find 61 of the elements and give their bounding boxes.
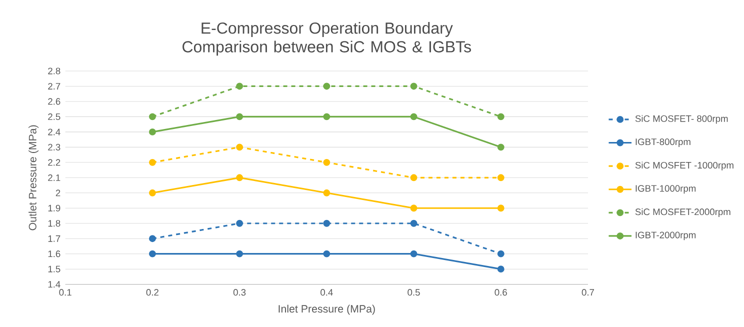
x-tick-label: 0.2 bbox=[146, 289, 158, 296]
y-tick-label: 2.3 bbox=[48, 144, 60, 150]
y-tick-label: 1.4 bbox=[48, 281, 60, 288]
point bbox=[148, 235, 156, 242]
point bbox=[236, 174, 244, 182]
point bbox=[497, 266, 504, 273]
point bbox=[497, 174, 504, 182]
point bbox=[236, 250, 244, 258]
legend-label: IGBT-800rpm bbox=[636, 138, 690, 147]
x-tick-label: 0.6 bbox=[494, 289, 507, 296]
point bbox=[236, 220, 244, 227]
legend-label: SiC MOSFET-2000rpm bbox=[635, 208, 730, 218]
point bbox=[148, 128, 156, 136]
y-tick-label: 2.5 bbox=[48, 113, 60, 120]
legend-label: IGBT-1000rpm bbox=[636, 185, 696, 194]
y-tick-label: 1.9 bbox=[48, 204, 60, 212]
x-tick-label: 0.7 bbox=[582, 289, 594, 296]
x-tick-label: 0.3 bbox=[233, 289, 246, 296]
y-tick-label: 1.6 bbox=[48, 250, 60, 258]
y-tick-label: 1.5 bbox=[48, 266, 60, 272]
point bbox=[323, 82, 330, 90]
point bbox=[410, 250, 418, 258]
point bbox=[497, 144, 504, 151]
point bbox=[410, 220, 418, 227]
point bbox=[497, 204, 504, 212]
x-axis-title: Inlet Pressure (MPa) bbox=[278, 304, 375, 315]
y-tick-label: 2.1 bbox=[48, 174, 60, 181]
point bbox=[497, 113, 504, 120]
point bbox=[148, 113, 156, 120]
point bbox=[236, 82, 244, 90]
x-tick-label: 0.4 bbox=[320, 289, 333, 296]
y-tick-label: 2.6 bbox=[48, 98, 60, 105]
point bbox=[236, 113, 244, 120]
point bbox=[236, 144, 244, 151]
chart-title: E-Compressor Operation Boundary Comparison between SiC MOS & IGBTs bbox=[182, 22, 471, 56]
point bbox=[410, 113, 418, 120]
point bbox=[323, 189, 330, 196]
point bbox=[410, 204, 418, 212]
point bbox=[148, 250, 156, 258]
y-tick-label: 1.7 bbox=[48, 235, 60, 242]
legend-label: SiC MOSFET -1000rpm bbox=[635, 162, 734, 170]
legend-label: IGBT-2000rpm bbox=[636, 232, 696, 240]
point bbox=[323, 250, 330, 258]
x-tick-label: 0.1 bbox=[59, 289, 72, 296]
point bbox=[323, 113, 330, 120]
point bbox=[323, 158, 330, 166]
x-tick-label: 0.5 bbox=[408, 289, 420, 296]
y-axis-title: Outlet Pressure (MPa) bbox=[28, 125, 39, 230]
y-tick-label: 2 bbox=[56, 190, 60, 196]
point bbox=[410, 174, 418, 182]
y-tick-label: 2.8 bbox=[48, 68, 60, 74]
point bbox=[323, 220, 330, 227]
legend-label: SiC MOSFET- 800rpm bbox=[635, 115, 728, 124]
point bbox=[497, 250, 504, 258]
y-tick-label: 2.4 bbox=[48, 128, 60, 136]
y-tick-label: 2.7 bbox=[48, 82, 60, 90]
point bbox=[148, 158, 156, 166]
point bbox=[148, 189, 156, 196]
point bbox=[410, 82, 418, 90]
y-tick-label: 2.2 bbox=[48, 159, 60, 166]
y-tick-label: 1.8 bbox=[48, 220, 60, 227]
